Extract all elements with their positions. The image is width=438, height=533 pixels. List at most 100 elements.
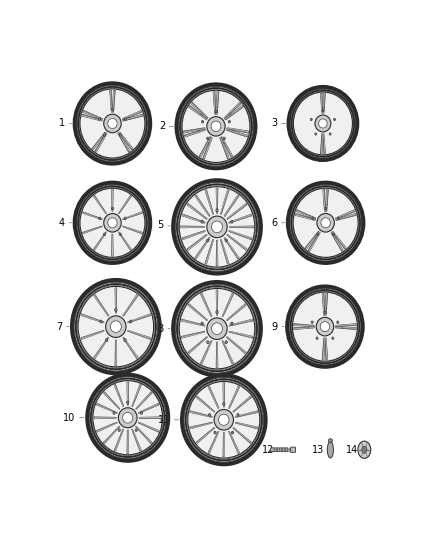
Ellipse shape xyxy=(316,337,318,340)
Polygon shape xyxy=(190,422,212,429)
Ellipse shape xyxy=(201,221,203,222)
Polygon shape xyxy=(181,331,205,338)
Polygon shape xyxy=(139,417,161,418)
Polygon shape xyxy=(127,330,151,340)
Polygon shape xyxy=(118,232,131,251)
Ellipse shape xyxy=(312,217,314,220)
Ellipse shape xyxy=(293,92,353,155)
Ellipse shape xyxy=(125,218,126,219)
Polygon shape xyxy=(184,129,205,137)
Ellipse shape xyxy=(173,282,261,375)
Ellipse shape xyxy=(231,431,234,434)
Ellipse shape xyxy=(362,446,367,454)
Ellipse shape xyxy=(216,209,218,212)
Polygon shape xyxy=(216,188,218,214)
Text: 10: 10 xyxy=(63,413,75,423)
Ellipse shape xyxy=(78,286,154,367)
Polygon shape xyxy=(188,304,208,321)
Polygon shape xyxy=(112,234,113,256)
Polygon shape xyxy=(293,327,314,329)
Polygon shape xyxy=(196,396,215,413)
Ellipse shape xyxy=(202,121,203,123)
Polygon shape xyxy=(230,226,254,228)
Polygon shape xyxy=(208,431,219,454)
Ellipse shape xyxy=(229,121,230,123)
Ellipse shape xyxy=(330,133,331,134)
Polygon shape xyxy=(296,209,316,219)
Ellipse shape xyxy=(317,234,318,235)
Polygon shape xyxy=(96,422,117,432)
Polygon shape xyxy=(132,429,141,451)
Polygon shape xyxy=(235,422,258,429)
Ellipse shape xyxy=(115,309,117,311)
Ellipse shape xyxy=(237,414,239,416)
Ellipse shape xyxy=(93,381,162,455)
Ellipse shape xyxy=(113,413,115,414)
Polygon shape xyxy=(223,383,225,407)
Polygon shape xyxy=(123,226,142,234)
Ellipse shape xyxy=(100,321,102,322)
Polygon shape xyxy=(81,313,104,323)
Ellipse shape xyxy=(75,183,150,263)
Ellipse shape xyxy=(324,311,326,313)
Polygon shape xyxy=(195,237,210,259)
Polygon shape xyxy=(233,396,251,413)
Ellipse shape xyxy=(334,119,335,120)
Ellipse shape xyxy=(321,218,330,228)
Ellipse shape xyxy=(124,217,126,220)
Ellipse shape xyxy=(99,217,101,220)
Polygon shape xyxy=(229,319,253,326)
Ellipse shape xyxy=(80,188,145,257)
Polygon shape xyxy=(191,102,208,119)
Ellipse shape xyxy=(209,414,210,416)
FancyBboxPatch shape xyxy=(270,448,288,451)
Ellipse shape xyxy=(216,311,218,313)
Polygon shape xyxy=(112,189,113,212)
Polygon shape xyxy=(226,129,248,137)
Ellipse shape xyxy=(216,311,218,313)
Text: 11: 11 xyxy=(158,415,170,425)
Ellipse shape xyxy=(212,221,223,233)
Polygon shape xyxy=(190,410,212,417)
Polygon shape xyxy=(229,386,240,409)
Ellipse shape xyxy=(219,414,229,425)
Polygon shape xyxy=(220,190,229,214)
Ellipse shape xyxy=(124,118,126,120)
Ellipse shape xyxy=(179,187,255,267)
Ellipse shape xyxy=(75,84,150,163)
Polygon shape xyxy=(233,427,251,443)
Ellipse shape xyxy=(99,218,100,219)
Polygon shape xyxy=(182,230,205,240)
Ellipse shape xyxy=(311,321,313,324)
Polygon shape xyxy=(114,429,124,451)
Text: 9: 9 xyxy=(272,321,278,332)
Ellipse shape xyxy=(106,340,107,341)
Ellipse shape xyxy=(318,119,327,128)
Polygon shape xyxy=(123,114,143,121)
Ellipse shape xyxy=(140,411,142,414)
Text: 7: 7 xyxy=(56,321,62,332)
Ellipse shape xyxy=(111,207,113,209)
Text: 8: 8 xyxy=(157,324,163,334)
Ellipse shape xyxy=(223,402,225,405)
Polygon shape xyxy=(94,417,116,418)
Ellipse shape xyxy=(201,120,204,123)
Ellipse shape xyxy=(112,109,113,110)
Ellipse shape xyxy=(288,287,362,366)
Text: 6: 6 xyxy=(271,218,277,228)
Ellipse shape xyxy=(182,90,250,163)
Ellipse shape xyxy=(289,87,357,159)
Polygon shape xyxy=(208,386,219,409)
Ellipse shape xyxy=(80,89,145,158)
Text: 1: 1 xyxy=(59,118,65,128)
Ellipse shape xyxy=(332,337,334,340)
Polygon shape xyxy=(182,214,205,223)
Ellipse shape xyxy=(112,208,113,209)
Polygon shape xyxy=(103,426,120,443)
Polygon shape xyxy=(123,295,138,316)
Polygon shape xyxy=(92,132,106,150)
Polygon shape xyxy=(322,293,325,315)
Polygon shape xyxy=(325,293,328,315)
Polygon shape xyxy=(229,230,252,240)
Ellipse shape xyxy=(106,338,108,342)
